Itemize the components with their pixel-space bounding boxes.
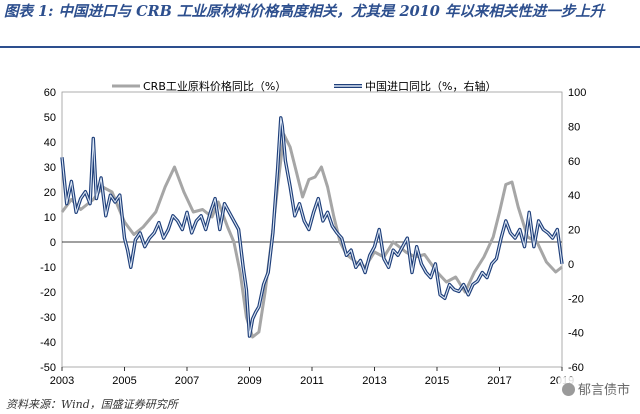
title-divider <box>0 46 640 48</box>
left-tick-label: 60 <box>44 87 56 99</box>
legend-label-crb: CRB工业原料价格同比（%） <box>143 79 286 93</box>
x-tick-label: 2017 <box>487 375 511 387</box>
left-tick-label: 10 <box>44 212 56 224</box>
left-tick-label: 50 <box>44 112 56 124</box>
x-tick-label: 2003 <box>50 375 74 387</box>
x-tick-label: 2011 <box>300 375 324 387</box>
right-tick-label: -40 <box>568 328 584 340</box>
right-tick-label: 40 <box>568 190 580 202</box>
x-axis-ticks: 200320052007200920112013201520172019 <box>50 367 574 387</box>
left-axis-ticks: 60 50 40 30 20 10 0 -10 -20 -30 -40 -50 <box>40 87 56 374</box>
legend: CRB工业原料价格同比（%） 中国进口同比（%，右轴） <box>112 79 496 93</box>
right-tick-label: 0 <box>568 259 574 271</box>
left-tick-label: 40 <box>44 137 56 149</box>
wechat-icon <box>561 383 575 396</box>
chart-title: 图表 1: 中国进口与 CRB 工业原材料价格高度相关，尤其是 2010 年以来… <box>4 3 605 20</box>
series-line-crb <box>60 133 563 339</box>
right-tick-label: 20 <box>568 225 580 237</box>
watermark-label: 郁言债市 <box>577 383 630 398</box>
right-tick-label: -20 <box>568 293 584 305</box>
x-tick-label: 2013 <box>362 375 386 387</box>
plot-area <box>61 91 563 368</box>
left-tick-label: 30 <box>44 162 56 174</box>
right-axis-ticks: 100 80 60 40 20 0 -20 -40 -60 <box>568 87 586 374</box>
right-tick-label: 80 <box>568 121 580 133</box>
x-tick-label: 2009 <box>237 375 261 387</box>
left-tick-label: -10 <box>40 262 56 274</box>
left-tick-label: -30 <box>40 312 56 324</box>
series-lines <box>60 116 564 339</box>
left-tick-label: -50 <box>40 362 56 374</box>
series-line-import-highlight <box>61 117 563 337</box>
x-tick-label: 2005 <box>112 375 136 387</box>
left-tick-label: -40 <box>40 337 56 349</box>
right-tick-label: -60 <box>568 362 584 374</box>
legend-label-import: 中国进口同比（%，右轴） <box>365 79 496 93</box>
right-tick-label: 100 <box>568 87 586 99</box>
left-tick-label: 20 <box>44 187 56 199</box>
x-tick-label: 2007 <box>175 375 199 387</box>
source-note: 资料来源：Wind，国盛证券研究所 <box>6 398 178 411</box>
x-tick-label: 2015 <box>425 375 449 387</box>
watermark: 郁言债市 <box>557 377 634 400</box>
left-tick-label: -20 <box>40 287 56 299</box>
right-tick-label: 60 <box>568 156 580 168</box>
left-tick-label: 0 <box>50 237 56 249</box>
